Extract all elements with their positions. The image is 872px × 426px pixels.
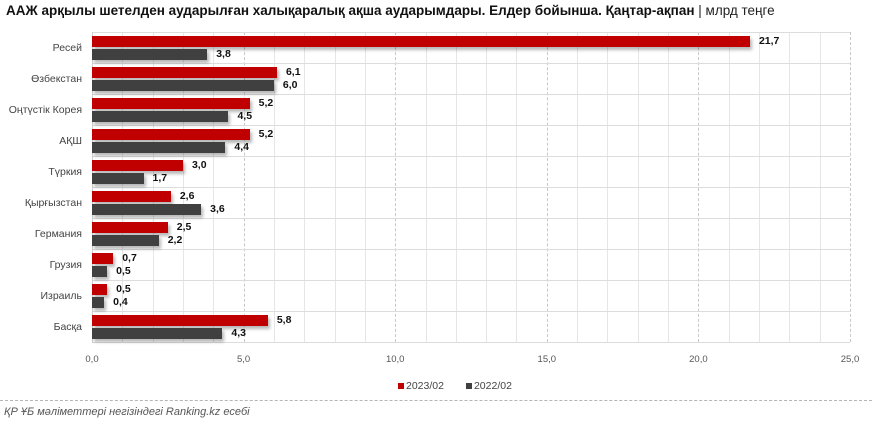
data-label: 21,7 bbox=[758, 35, 780, 47]
data-label: 2,5 bbox=[176, 221, 192, 233]
legend-item: 2022/02 bbox=[465, 380, 512, 392]
bar-2023-02 bbox=[92, 67, 277, 78]
bar-2022-02 bbox=[92, 297, 105, 308]
bar-2022-02 bbox=[92, 142, 226, 153]
legend: 2023/02 2022/02 bbox=[398, 380, 512, 392]
bar-2022-02 bbox=[92, 266, 108, 277]
title-separator: | bbox=[698, 3, 702, 18]
x-tick-label: 15,0 bbox=[537, 354, 557, 365]
bar-2022-02 bbox=[92, 80, 274, 91]
data-label: 6,0 bbox=[282, 79, 298, 91]
x-tick-label: 0,0 bbox=[85, 354, 99, 365]
category-gridline bbox=[92, 156, 850, 157]
category-label: Түркия bbox=[48, 166, 82, 178]
category-gridline bbox=[92, 249, 850, 250]
data-label: 4,3 bbox=[231, 327, 246, 339]
data-label: 4,4 bbox=[234, 141, 250, 153]
bar-2023-02 bbox=[92, 36, 750, 47]
bar-2023-02 bbox=[92, 191, 171, 202]
legend-swatch-icon bbox=[398, 383, 404, 389]
major-gridline bbox=[850, 32, 851, 342]
bar-2023-02 bbox=[92, 253, 114, 264]
data-label: 0,5 bbox=[116, 283, 131, 295]
footer-divider bbox=[0, 400, 872, 401]
data-label: 5,2 bbox=[258, 128, 274, 140]
x-tick-label: 20,0 bbox=[689, 354, 708, 365]
data-label: 0,4 bbox=[113, 296, 128, 308]
category-gridline bbox=[92, 125, 850, 126]
bar-2022-02 bbox=[92, 173, 144, 184]
bar-2022-02 bbox=[92, 111, 229, 122]
category-label: Қырғызстан bbox=[24, 197, 82, 209]
category-label: Грузия bbox=[49, 259, 82, 271]
category-label: Германия bbox=[34, 228, 82, 240]
data-label: 0,5 bbox=[116, 265, 131, 277]
category-gridline bbox=[92, 187, 850, 188]
chart-title: ААЖ арқылы шетелден аударылған халықарал… bbox=[6, 3, 775, 18]
data-label: 5,2 bbox=[258, 97, 274, 109]
legend-swatch-icon bbox=[465, 383, 472, 389]
bar-2023-02 bbox=[92, 222, 168, 233]
x-tick-label: 5,0 bbox=[236, 354, 251, 365]
category-gridline bbox=[92, 311, 850, 312]
category-label: Басқа bbox=[53, 321, 82, 333]
data-label: 0,7 bbox=[122, 252, 137, 264]
data-label: 2,2 bbox=[167, 234, 183, 246]
bar-2023-02 bbox=[92, 284, 108, 295]
bar-2022-02 bbox=[92, 328, 223, 339]
data-label: 4,5 bbox=[237, 110, 253, 122]
chart-unit: млрд теңге bbox=[705, 3, 775, 18]
category-label: Өзбекстан bbox=[31, 73, 82, 85]
data-label: 5,8 bbox=[276, 314, 292, 326]
legend-item: 2023/02 bbox=[398, 380, 444, 392]
bar-2023-02 bbox=[92, 160, 183, 171]
category-label: Израиль bbox=[40, 290, 82, 302]
bar-2022-02 bbox=[92, 49, 208, 60]
bar-2023-02 bbox=[92, 98, 250, 109]
x-tick-label: 25,0 bbox=[840, 354, 860, 365]
plot-area: 21,7 3,8 6,1 6,0 5,2 4,5 5,2 4,4 3,0 1,7 2,6 3,6 2,5… bbox=[92, 32, 851, 343]
data-label: 3,8 bbox=[216, 48, 231, 60]
category-gridline bbox=[92, 342, 850, 343]
data-label: 6,1 bbox=[285, 66, 301, 78]
source-note: ҚР ҰБ мәліметтері негізіндегі Ranking.kz… bbox=[4, 406, 250, 418]
bar-2022-02 bbox=[92, 235, 159, 246]
legend-label: 2023/02 bbox=[406, 380, 444, 392]
category-label: Оңтүстік Корея bbox=[8, 104, 82, 116]
category-label: Ресей bbox=[52, 42, 82, 54]
bar-2023-02 bbox=[92, 129, 250, 140]
bar-2022-02 bbox=[92, 204, 202, 215]
category-gridline bbox=[92, 280, 850, 281]
category-gridline bbox=[92, 94, 850, 95]
category-gridline bbox=[92, 32, 850, 33]
category-gridline bbox=[92, 218, 850, 219]
bar-2023-02 bbox=[92, 315, 268, 326]
category-gridline bbox=[92, 63, 850, 64]
data-label: 3,6 bbox=[210, 203, 225, 215]
data-label: 3,0 bbox=[191, 159, 207, 171]
legend-label: 2022/02 bbox=[473, 380, 512, 392]
x-tick-label: 10,0 bbox=[385, 354, 405, 365]
category-label: АҚШ bbox=[59, 135, 82, 147]
data-label: 2,6 bbox=[179, 190, 195, 202]
category-axis-line bbox=[92, 32, 93, 342]
data-label: 1,7 bbox=[152, 172, 168, 184]
chart-title-main: ААЖ арқылы шетелден аударылған халықарал… bbox=[6, 3, 695, 18]
